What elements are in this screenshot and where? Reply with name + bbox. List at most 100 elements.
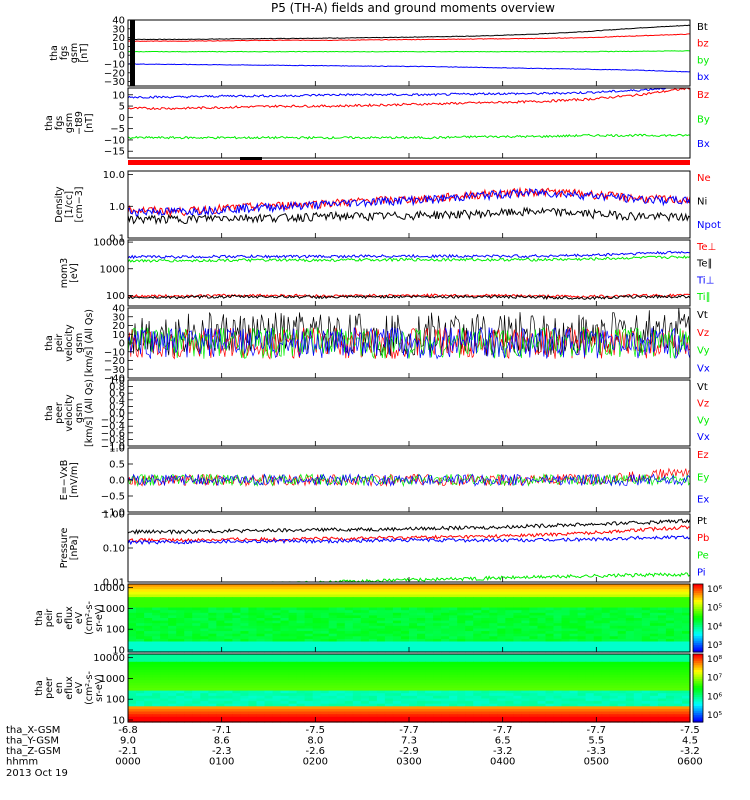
spectrogram-cell xyxy=(641,586,651,590)
spectrogram-cell xyxy=(264,638,274,643)
spectrogram-cell xyxy=(489,714,498,718)
spectrogram-cell xyxy=(553,656,563,660)
spectrogram-cell xyxy=(128,656,137,660)
spectrogram-cell xyxy=(641,604,651,609)
spectrogram-cell xyxy=(521,664,530,668)
spectrogram-cell xyxy=(272,693,282,697)
legend-entry: Bx xyxy=(697,139,710,150)
spectrogram-cell xyxy=(641,685,651,689)
spectrogram-cell xyxy=(224,708,233,713)
spectrogram-cell xyxy=(208,607,217,611)
spectrogram-cell xyxy=(328,586,338,590)
spectrogram-cell xyxy=(561,644,571,648)
spectrogram-cell xyxy=(641,669,651,673)
spectrogram-cell xyxy=(144,703,153,707)
spectrogram-cell xyxy=(409,695,418,699)
spectrogram-cell xyxy=(409,693,418,697)
spectrogram-cell xyxy=(232,610,241,614)
spectrogram-cell xyxy=(601,664,611,668)
spectrogram-cell xyxy=(304,672,314,676)
spectrogram-cell xyxy=(473,716,482,720)
spectrogram-cell xyxy=(256,586,266,590)
spectrogram-cell xyxy=(633,654,643,658)
spectrogram-cell xyxy=(216,589,225,593)
spectrogram-cell xyxy=(160,633,169,637)
spectrogram-cell xyxy=(545,695,555,699)
spectrogram-cell xyxy=(449,628,458,632)
spectrogram-cell xyxy=(264,620,274,624)
spectrogram-cell xyxy=(376,591,386,595)
spectrogram-cell xyxy=(682,677,691,681)
spectrogram-cell xyxy=(657,602,667,606)
spectrogram-cell xyxy=(216,672,225,676)
spectrogram-cell xyxy=(240,586,249,590)
spectrogram-cell xyxy=(513,680,522,684)
spectrogram-cell xyxy=(401,677,410,681)
spectrogram-cell xyxy=(216,711,225,715)
spectrogram-cell xyxy=(328,664,338,668)
spectrogram-cell xyxy=(473,597,482,601)
spectrogram-cell xyxy=(376,682,386,686)
spectrogram-cell xyxy=(272,672,282,676)
spectrogram-cell xyxy=(545,685,555,689)
spectrogram-cell xyxy=(609,672,619,676)
spectrogram-cell xyxy=(673,701,683,705)
spectrogram-cell xyxy=(320,664,330,668)
spectrogram-cell xyxy=(376,631,386,635)
spectrogram-cell xyxy=(384,667,394,671)
spectrogram-cell xyxy=(537,682,547,686)
spectrogram-cell xyxy=(384,636,394,640)
spectrogram-cell xyxy=(224,649,233,653)
spectrogram-cell xyxy=(489,698,498,702)
spectrogram-cell xyxy=(657,623,667,627)
spectrogram-cell xyxy=(360,618,370,622)
series-line-Bx xyxy=(127,87,690,99)
colorbar-label: 10⁵ xyxy=(707,604,722,614)
spectrogram-cell xyxy=(392,625,402,629)
spectrogram-cell xyxy=(248,604,257,609)
spectrogram-cell xyxy=(625,685,635,689)
spectrogram-cell xyxy=(481,623,490,627)
spectrogram-cell xyxy=(376,695,386,699)
spectrogram-cell xyxy=(192,633,201,637)
spectrogram-cell xyxy=(673,641,683,645)
spectrogram-cell xyxy=(601,591,611,595)
legend-entry: Pt xyxy=(697,516,707,527)
spectrogram-cell xyxy=(489,716,498,720)
spectrogram-cell xyxy=(625,698,635,702)
spectrogram-cell xyxy=(144,618,153,622)
spectrogram-cell xyxy=(545,716,555,720)
spectrogram-cell xyxy=(232,693,241,697)
spectrogram-cell xyxy=(328,625,338,629)
spectrogram-cell xyxy=(465,633,474,637)
spectrogram-cell xyxy=(368,672,378,676)
spectrogram-cell xyxy=(304,591,314,595)
spectrogram-cell xyxy=(561,688,571,692)
spectrogram-cell xyxy=(529,703,538,707)
spectrogram-cell xyxy=(280,638,290,643)
spectrogram-cell xyxy=(232,618,241,622)
spectrogram-cell xyxy=(280,659,290,663)
spectrogram-cell xyxy=(176,625,185,629)
spectrogram-cell xyxy=(553,714,563,718)
spectrogram-cell xyxy=(577,610,587,614)
spectrogram-cell xyxy=(288,714,298,718)
colorbar-segment xyxy=(693,703,703,707)
spectrogram-cell xyxy=(368,641,378,645)
spectrogram-cell xyxy=(401,716,410,720)
spectrogram-cell xyxy=(641,664,651,668)
spectrogram-cell xyxy=(529,701,538,705)
spectrogram-cell xyxy=(128,693,137,697)
spectrogram-cell xyxy=(200,638,209,643)
spectrogram-cell xyxy=(248,646,257,650)
spectrogram-cell xyxy=(256,612,266,616)
colorbar-segment xyxy=(693,642,703,646)
spectrogram-cell xyxy=(401,664,410,668)
spectrogram-cell xyxy=(392,656,402,660)
spectrogram-cell xyxy=(417,656,426,660)
spectrogram-cell xyxy=(537,623,547,627)
spectrogram-cell xyxy=(465,716,474,720)
spectrogram-cell xyxy=(264,664,274,668)
spectrogram-cell xyxy=(184,620,193,624)
spectrogram-cell xyxy=(168,680,177,684)
